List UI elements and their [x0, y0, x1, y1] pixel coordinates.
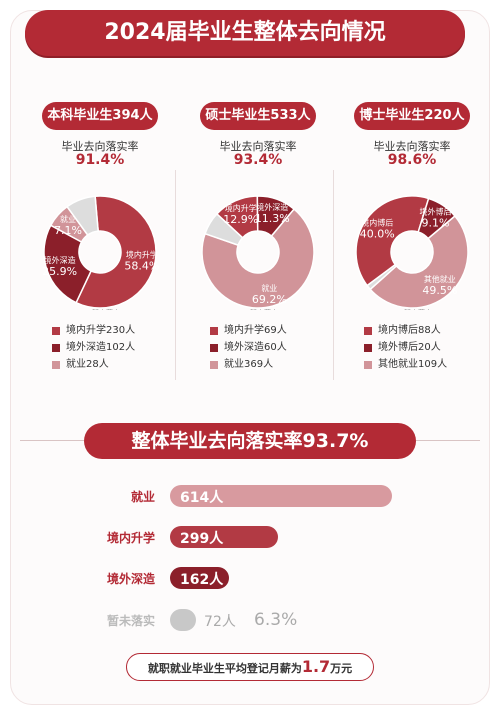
- slice-name: 境内升学: [126, 249, 158, 259]
- bar-value: 162人: [180, 572, 224, 588]
- unplaced-label: 暂未落实: [250, 308, 278, 310]
- unplaced-label: 暂未落实: [92, 308, 120, 310]
- group-header: 本科毕业生394人: [42, 102, 158, 130]
- donut-slice: [369, 214, 469, 309]
- legend-swatch: [52, 361, 60, 369]
- legend-label: 境外博后20人: [378, 342, 441, 353]
- legend-label: 就业369人: [224, 359, 274, 370]
- group-doctor: 博士毕业生220人 毕业去向落实率 98.6% 其他就业 49.5% 境内博后 40.…: [340, 100, 500, 390]
- section-rule-right: [416, 440, 480, 441]
- legend-swatch: [52, 344, 60, 352]
- legend-swatch: [210, 344, 218, 352]
- group-rate: 98.6%: [387, 152, 437, 168]
- group-undergrad: 本科毕业生394人 毕业去向落实率 91.4% 境内升学 58.4% 境外深造 25.…: [28, 100, 188, 390]
- legend-item: 境外博后20人: [364, 341, 447, 358]
- legend-item: 境内升学230人: [52, 324, 135, 341]
- group-rate: 93.4%: [233, 152, 283, 168]
- donut-slice: [43, 224, 93, 304]
- divider: [333, 170, 334, 380]
- legend-label: 境内博后88人: [378, 325, 441, 336]
- bar-percent: 6.3%: [254, 610, 298, 630]
- group-sublabel: 毕业去向落实率: [61, 140, 139, 153]
- legend: 境内升学230人 境外深造102人 就业28人: [52, 324, 135, 375]
- bar: [170, 567, 229, 589]
- group-header: 硕士毕业生533人: [200, 102, 316, 130]
- slice-value: 11.3%: [255, 212, 290, 225]
- slice-name: 境外深造: [256, 202, 288, 212]
- slice-value: 9.1%: [422, 217, 450, 230]
- slice-value: 7.1%: [54, 224, 82, 237]
- bar-label: 暂未落实: [106, 614, 155, 628]
- legend-item: 境外深造102人: [52, 341, 135, 358]
- legend-label: 境内升学230人: [66, 325, 136, 336]
- donut-slice: [66, 195, 99, 237]
- legend-label: 就业28人: [66, 359, 109, 370]
- slice-value: 58.4%: [124, 259, 159, 272]
- bar-value: 299人: [180, 531, 224, 547]
- legend-swatch: [210, 327, 218, 335]
- legend-label: 其他就业109人: [378, 359, 448, 370]
- unplaced-label: 暂未落实: [404, 308, 432, 310]
- group-rate: 91.4%: [75, 152, 125, 168]
- group-sublabel: 毕业去向落实率: [219, 140, 297, 153]
- slice-name: 境外深造: [44, 255, 76, 265]
- salary-value: 1.7: [301, 657, 331, 676]
- legend-item: 其他就业109人: [364, 358, 447, 375]
- legend-label: 境外深造102人: [66, 342, 136, 353]
- legend-item: 境内博后88人: [364, 324, 447, 341]
- group-header: 博士毕业生220人: [354, 102, 470, 130]
- slice-value: 49.5%: [422, 284, 457, 297]
- donut-slice: [417, 197, 456, 240]
- legend: 境内升学69人 境外深造60人 就业369人: [210, 324, 287, 375]
- bar-value: 72人: [204, 614, 236, 630]
- divider: [175, 170, 176, 380]
- slice-value: 40.0%: [360, 227, 395, 240]
- group-sublabel: 毕业去向落实率: [373, 140, 451, 153]
- slice-name: 境内升学: [225, 203, 257, 213]
- salary-prefix: 就职就业毕业生平均登记月薪为: [147, 662, 302, 675]
- bar-value: 614人: [180, 490, 224, 506]
- legend-swatch: [210, 361, 218, 369]
- slice-name: 就业: [60, 214, 76, 224]
- section-rule-left: [20, 440, 84, 441]
- legend-item: 就业369人: [210, 358, 287, 375]
- bar: [170, 609, 197, 631]
- legend-label: 境外深造60人: [224, 342, 287, 353]
- legend-swatch: [364, 344, 372, 352]
- salary-suffix: 万元: [330, 662, 353, 675]
- donut-slice: [201, 208, 315, 309]
- page-title: 2024届毕业生整体去向情况: [25, 10, 465, 56]
- legend-swatch: [52, 327, 60, 335]
- bar-label: 就业: [130, 490, 155, 504]
- legend-label: 境内升学69人: [224, 325, 287, 336]
- slice-name: 就业: [261, 283, 277, 293]
- legend-swatch: [364, 327, 372, 335]
- group-master: 硕士毕业生533人 毕业去向落实率 93.4% 就业 69.2% 境内升学 12.9%…: [186, 100, 346, 390]
- legend-item: 就业28人: [52, 358, 135, 375]
- donut-slice: [355, 195, 430, 287]
- bar-label: 境外深造: [106, 572, 155, 586]
- slice-value: 69.2%: [252, 293, 287, 306]
- overall-title: 整体毕业去向落实率93.7%: [84, 423, 416, 459]
- slice-name: 境外博后: [420, 207, 452, 217]
- slice-value: 25.9%: [42, 265, 77, 278]
- slice-name: 境内博后: [361, 217, 393, 227]
- legend-item: 境外深造60人: [210, 341, 287, 358]
- legend: 境内博后88人 境外博后20人 其他就业109人: [364, 324, 447, 375]
- donut-slice: [75, 195, 157, 309]
- salary-note: 就职就业毕业生平均登记月薪为1.7万元: [126, 653, 374, 681]
- legend-item: 境内升学69人: [210, 324, 287, 341]
- donut-slice: [256, 195, 296, 237]
- bar: [170, 485, 392, 507]
- bar: [170, 526, 279, 548]
- bar-label: 境内升学: [106, 531, 155, 545]
- slice-name: 其他就业: [424, 274, 456, 284]
- slice-value: 12.9%: [223, 213, 258, 226]
- legend-swatch: [364, 361, 372, 369]
